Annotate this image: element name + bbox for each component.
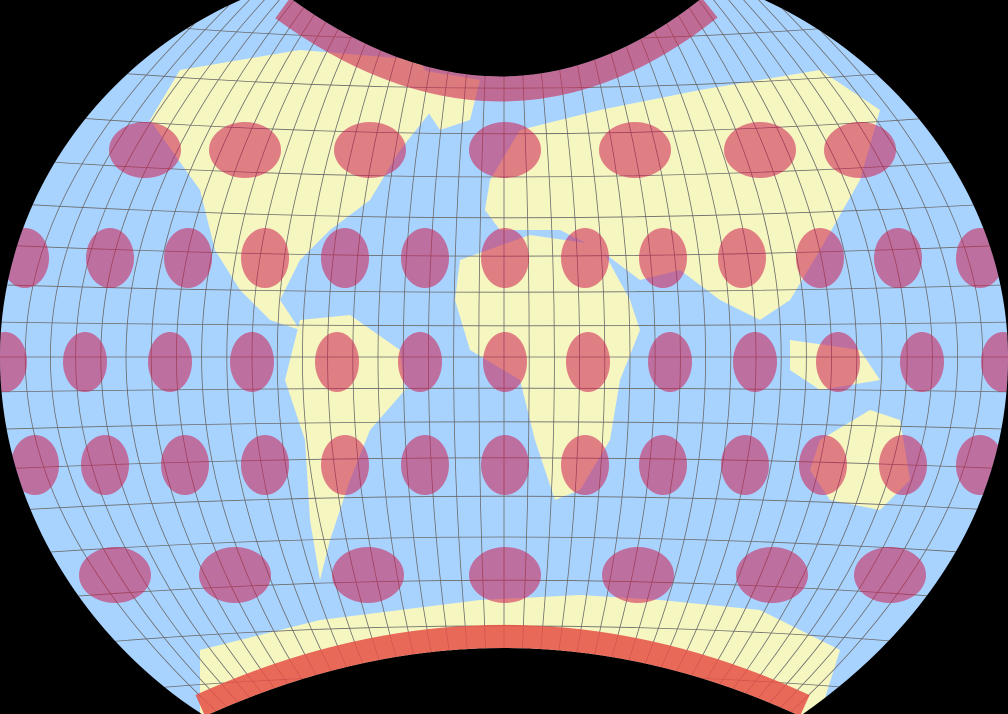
tissot-ellipse <box>469 122 541 178</box>
parallel <box>0 536 1008 558</box>
tissot-ellipse <box>796 228 844 288</box>
parallel <box>0 321 1008 327</box>
tissot-ellipse <box>824 122 896 178</box>
tissot-ellipse <box>469 547 541 603</box>
tissot-ellipse <box>718 228 766 288</box>
tissot-ellipse <box>79 547 151 603</box>
tissot-ellipse <box>63 332 107 392</box>
tissot-ellipse <box>401 435 449 495</box>
tissot-ellipse <box>561 228 609 288</box>
tissot-ellipse <box>109 122 181 178</box>
tissot-ellipse <box>736 547 808 603</box>
tissot-ellipse <box>816 332 860 392</box>
tissot-ellipse <box>148 332 192 392</box>
tissot-ellipse <box>199 547 271 603</box>
tissot-ellipse <box>566 332 610 392</box>
tissot-ellipse <box>874 228 922 288</box>
tissot-ellipse <box>334 122 406 178</box>
tissot-ellipse <box>483 332 527 392</box>
parallel <box>0 283 1008 293</box>
tissot-ellipse <box>86 228 134 288</box>
tissot-ellipse <box>879 435 927 495</box>
tissot-ellipse <box>599 122 671 178</box>
tissot-ellipse <box>321 435 369 495</box>
north-america <box>150 50 440 330</box>
tissot-ellipse <box>561 435 609 495</box>
tissot-ellipse <box>332 547 404 603</box>
parallel <box>0 495 1008 513</box>
tissot-ellipse <box>481 435 529 495</box>
tissot-ellipse <box>209 122 281 178</box>
tissot-ellipse <box>799 435 847 495</box>
tissot-ellipse <box>724 122 796 178</box>
tissot-ellipse <box>854 547 926 603</box>
tissot-ellipse <box>241 435 289 495</box>
tissot-ellipse <box>481 228 529 288</box>
tissot-ellipse <box>161 435 209 495</box>
tissot-ellipse <box>315 332 359 392</box>
tissot-ellipse <box>241 228 289 288</box>
tissot-ellipse <box>981 332 1008 392</box>
tissot-ellipse <box>0 332 27 392</box>
tissot-ellipse <box>81 435 129 495</box>
tissot-ellipse <box>721 435 769 495</box>
parallel <box>0 421 1008 431</box>
pole-band-north <box>275 0 718 102</box>
tissot-ellipse <box>398 332 442 392</box>
tissot-indicatrices <box>0 122 1008 603</box>
tissot-ellipse <box>648 332 692 392</box>
tissot-ellipse <box>733 332 777 392</box>
tissot-ellipse <box>401 228 449 288</box>
tissot-ellipse <box>164 228 212 288</box>
tissot-ellipse <box>11 435 59 495</box>
tissot-ellipse <box>639 228 687 288</box>
tissot-ellipse <box>639 435 687 495</box>
tissot-ellipse <box>321 228 369 288</box>
parallel <box>0 201 1008 219</box>
tissot-ellipse <box>602 547 674 603</box>
tissot-ellipse <box>230 332 274 392</box>
africa <box>455 235 640 500</box>
tissot-ellipse <box>900 332 944 392</box>
